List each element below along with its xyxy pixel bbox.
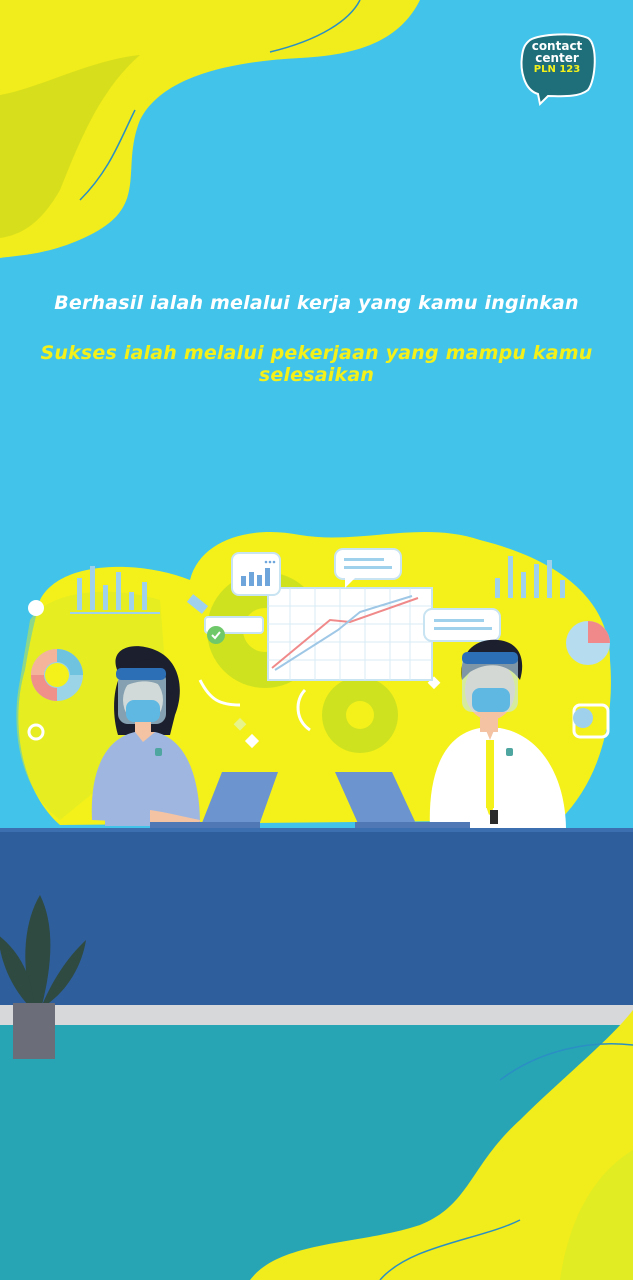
bars-right	[495, 556, 565, 598]
desk-top-edge	[0, 828, 633, 832]
bottom-right-blob	[250, 1010, 633, 1280]
headline-line-1: Berhasil ialah melalui kerja yang kamu i…	[54, 292, 579, 314]
laptop-right	[335, 772, 470, 828]
laptop-left	[150, 772, 278, 828]
top-left-curve	[79, 0, 361, 201]
message-bubble-right	[423, 608, 501, 642]
top-left-blob-inner	[0, 55, 140, 238]
check-card	[186, 594, 264, 644]
pie-chart	[566, 621, 610, 665]
bars-left	[70, 566, 160, 614]
whiteboard	[267, 587, 433, 681]
donut-chart	[31, 649, 83, 701]
logo-line-1: contact	[531, 39, 583, 53]
desk-base	[0, 1005, 633, 1025]
bottom-right-blob-lime	[560, 1150, 633, 1280]
plant	[0, 895, 86, 1059]
logo-bubble	[520, 33, 596, 107]
gear-small	[322, 677, 398, 753]
male-worker	[429, 639, 566, 828]
logo-line-3: PLN 123	[533, 64, 581, 75]
chart-card	[231, 552, 281, 596]
logo-line-2: center	[535, 51, 579, 65]
message-bubble-top	[334, 548, 402, 588]
brand-logo: contact center PLN 123	[520, 40, 594, 76]
headline-line-2: Sukses ialah melalui pekerjaan yang mamp…	[40, 342, 593, 386]
desk-top	[0, 828, 633, 1008]
